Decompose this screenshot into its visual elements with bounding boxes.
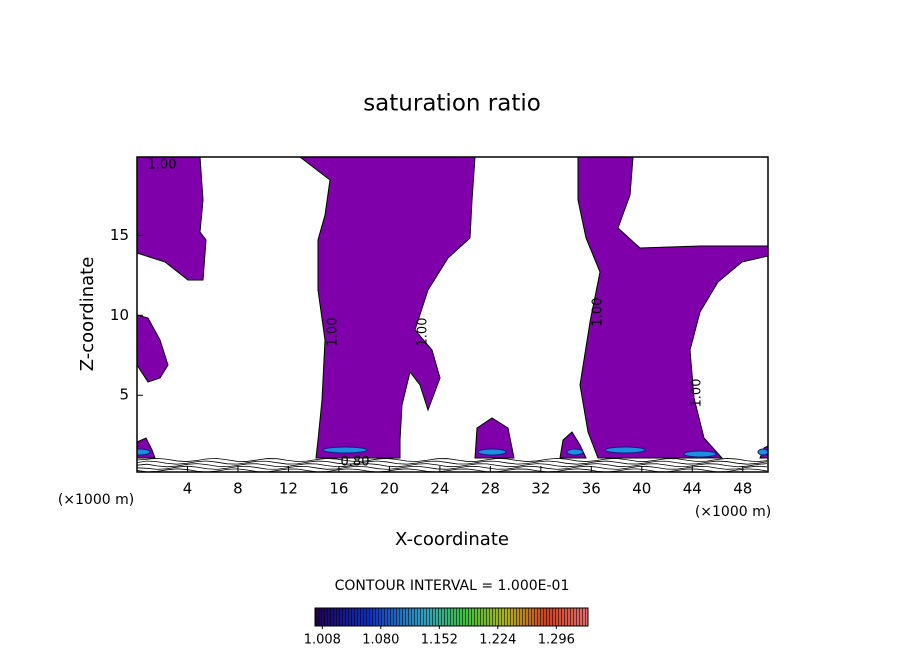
x-unit: (×1000 m) <box>58 492 134 508</box>
x-unit: (×1000 m) <box>695 504 771 520</box>
colorbar-label: 1.080 <box>362 633 399 648</box>
x-tick-label: 28 <box>481 480 500 498</box>
contour-label: 1.00 <box>326 318 341 347</box>
contour-region <box>474 417 515 459</box>
colorbar-label: 1.152 <box>421 633 458 648</box>
x-tick-label: 24 <box>430 480 449 498</box>
contour-line <box>137 460 768 465</box>
x-axis-label: X-coordinate <box>395 529 509 550</box>
contour-region <box>299 157 476 459</box>
contour-region <box>683 450 717 458</box>
contour-region <box>322 446 368 454</box>
y-tick-label: 15 <box>110 226 129 244</box>
y-axis-label: Z-coordinate <box>77 257 98 372</box>
y-tick-label: 10 <box>110 306 129 324</box>
contour-line <box>137 465 768 470</box>
plot-frame <box>136 156 769 473</box>
colorbar-label: 1.008 <box>304 633 341 648</box>
contour-interval: CONTOUR INTERVAL = 1.000E-01 <box>335 578 570 594</box>
x-tick-label: 12 <box>279 480 298 498</box>
contour-region <box>604 446 646 454</box>
contour-label: 1.00 <box>416 318 431 347</box>
x-tick-label: 16 <box>329 480 348 498</box>
colorbar-label: 1.224 <box>479 633 516 648</box>
x-tick-label: 20 <box>380 480 399 498</box>
contour-region <box>577 157 768 459</box>
contour-label: 0.80 <box>341 455 370 470</box>
y-tick-label: 5 <box>119 386 129 404</box>
x-tick-label: 32 <box>531 480 550 498</box>
x-tick-label: 48 <box>733 480 752 498</box>
colorbar-label: 1.296 <box>538 633 575 648</box>
contour-region <box>137 314 169 383</box>
contour-label: 1.00 <box>148 158 177 173</box>
contour-region <box>477 448 507 456</box>
contour-region <box>566 448 584 456</box>
contour-line <box>137 463 768 468</box>
x-tick-label: 8 <box>233 480 243 498</box>
contour-label: 1.00 <box>591 298 606 327</box>
contour-label: 1.00 <box>690 379 705 408</box>
x-tick-label: 44 <box>683 480 702 498</box>
x-tick-label: 4 <box>183 480 193 498</box>
colorbar-stripes <box>315 608 588 626</box>
contour-region <box>757 448 768 456</box>
contour-line <box>137 457 768 463</box>
plot-area <box>137 157 768 472</box>
contour-region <box>137 448 151 456</box>
x-tick-label: 36 <box>582 480 601 498</box>
x-tick-label: 40 <box>632 480 651 498</box>
contour-region <box>137 157 207 281</box>
chart-title: saturation ratio <box>363 91 541 117</box>
